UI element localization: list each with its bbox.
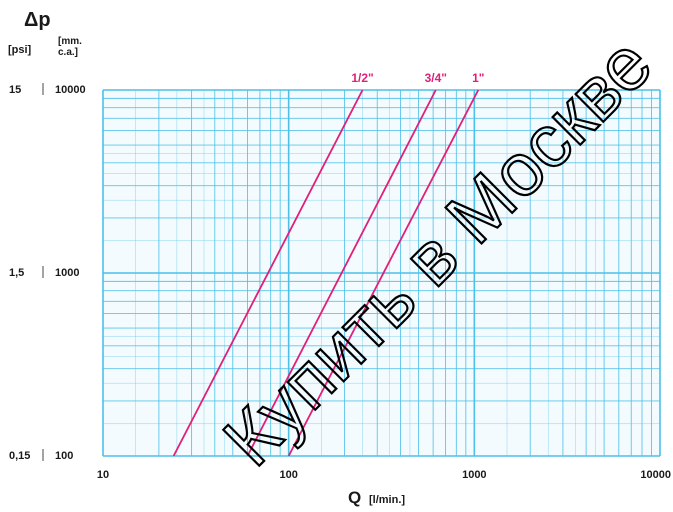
y-tick-mm: 100 <box>55 450 73 462</box>
x-tick-label: 10 <box>97 469 109 481</box>
x-tick-label: 10000 <box>640 469 671 481</box>
y-tick-psi: 1,5 <box>9 267 24 279</box>
y-tick-labels: 0,15 100 1,5 1000 15 10000 <box>9 83 86 462</box>
y-tick-psi: 15 <box>9 84 21 96</box>
series-line <box>172 89 364 456</box>
y-axis-symbol: Δp <box>24 9 51 31</box>
x-tick-label: 1000 <box>462 469 486 481</box>
series-lines <box>172 89 480 456</box>
y-axis-unit-mm-line1: [mm. <box>58 36 82 47</box>
x-axis-label: Q <box>348 488 361 507</box>
x-axis-unit: [l/min.] <box>369 494 405 506</box>
series-label: 3/4" <box>425 71 447 85</box>
y-tick-mm: 1000 <box>55 267 79 279</box>
y-tick-mm: 10000 <box>55 84 86 96</box>
grid <box>102 89 661 457</box>
x-tick-labels: 10 100 1000 10000 <box>97 469 671 481</box>
y-axis-unit-mm-line2: c.a.] <box>58 47 78 58</box>
series-line <box>287 89 480 456</box>
series-line <box>246 89 437 456</box>
x-tick-label: 100 <box>279 469 297 481</box>
series-label: 1" <box>472 71 484 85</box>
y-tick-psi: 0,15 <box>9 450 30 462</box>
y-axis-unit-psi: [psi] <box>8 44 32 56</box>
series-label: 1/2" <box>351 71 373 85</box>
series-labels: 1/2" 3/4" 1" <box>351 71 484 85</box>
